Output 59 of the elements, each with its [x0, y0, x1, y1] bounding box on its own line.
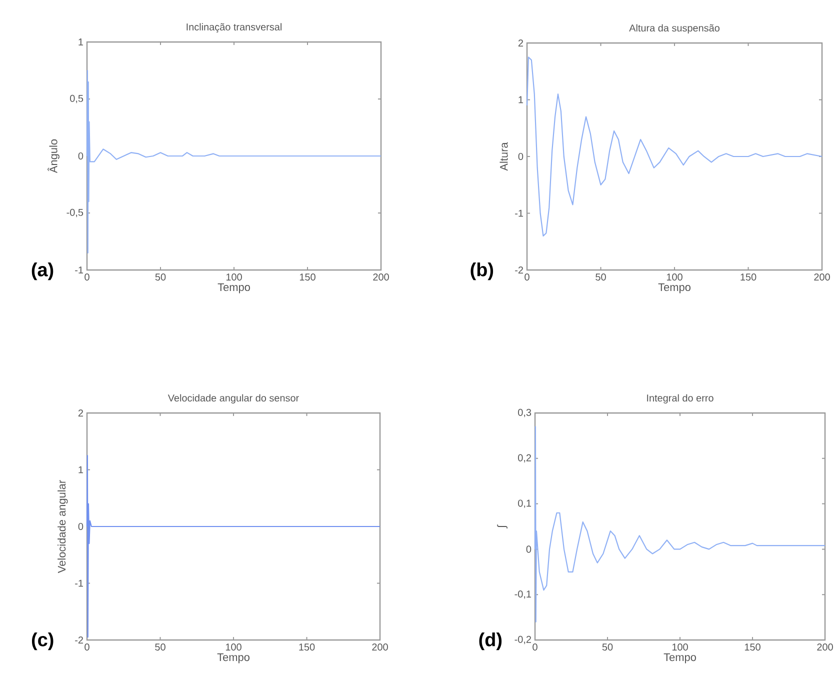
x-axis-title: Tempo: [217, 653, 250, 664]
y-tick-label: -0,2: [514, 636, 531, 644]
x-tick-label: 100: [226, 644, 242, 651]
y-tick-label: 2: [518, 40, 523, 46]
x-tick-label: 0: [84, 274, 90, 281]
y-tick-label: 0,1: [518, 500, 532, 508]
x-tick-label: 100: [672, 644, 688, 651]
chart-title: Inclinação transversal: [186, 23, 282, 32]
text: (d): [479, 632, 502, 650]
x-tick-label: 150: [744, 644, 760, 651]
y-tick-label: 1: [78, 38, 83, 46]
text: (a): [32, 262, 54, 280]
x-tick-label: 50: [155, 644, 166, 651]
y-axis-title: Velocidade angular: [58, 480, 68, 574]
x-tick-label: 0: [84, 644, 90, 651]
text: (c): [32, 632, 54, 650]
y-tick-label: 0: [78, 522, 84, 530]
chart-title: Altura da suspensão: [629, 24, 720, 34]
y-tick-label: -0,5: [66, 208, 84, 218]
line-series: [86, 455, 381, 638]
y-axis-title: Ângulo: [48, 139, 60, 174]
y-tick-label: 0: [78, 152, 84, 160]
y-tick-label: 0,5: [70, 94, 84, 104]
x-tick-label: 150: [299, 644, 315, 651]
line-series: [526, 56, 823, 236]
y-tick-label: -2: [515, 266, 523, 274]
x-tick-label: 200: [814, 274, 830, 281]
y-tick-label: 2: [78, 410, 83, 416]
chart-title: Integral do erro: [647, 394, 714, 404]
x-tick-label: 100: [226, 274, 242, 281]
y-tick-label: 1: [518, 96, 524, 104]
y-tick-label: 0,2: [518, 454, 531, 463]
text: (b): [470, 262, 494, 280]
y-tick-label: -0,1: [514, 590, 532, 599]
y-axis-title: ∫: [497, 524, 508, 529]
x-tick-label: 200: [373, 274, 389, 281]
y-axis-title: Altura: [500, 142, 508, 171]
x-tick-label: 150: [300, 274, 316, 281]
x-axis-title: Tempo: [658, 283, 690, 294]
x-tick-label: 50: [155, 274, 166, 281]
x-tick-label: 150: [740, 274, 756, 281]
y-tick-label: -2: [75, 636, 83, 644]
y-tick-label: -1: [75, 266, 83, 274]
y-tick-label: -1: [515, 210, 524, 217]
x-axis-title: Tempo: [218, 283, 250, 294]
x-tick-label: 50: [602, 644, 613, 651]
y-tick-label: 1: [78, 466, 83, 474]
y-tick-label: 0: [526, 546, 532, 553]
x-tick-label: 100: [666, 274, 682, 281]
y-tick-label: -1: [75, 580, 83, 587]
x-tick-label: 200: [817, 644, 833, 651]
x-tick-label: 50: [596, 274, 606, 281]
y-tick-label: 0: [518, 152, 524, 160]
x-axis-title: Tempo: [664, 653, 696, 664]
line-series: [534, 426, 826, 622]
y-tick-label: 0,3: [518, 408, 532, 418]
x-tick-label: 0: [532, 644, 538, 651]
chart-title: Velocidade angular do sensor: [168, 394, 299, 404]
x-tick-label: 200: [372, 644, 388, 651]
